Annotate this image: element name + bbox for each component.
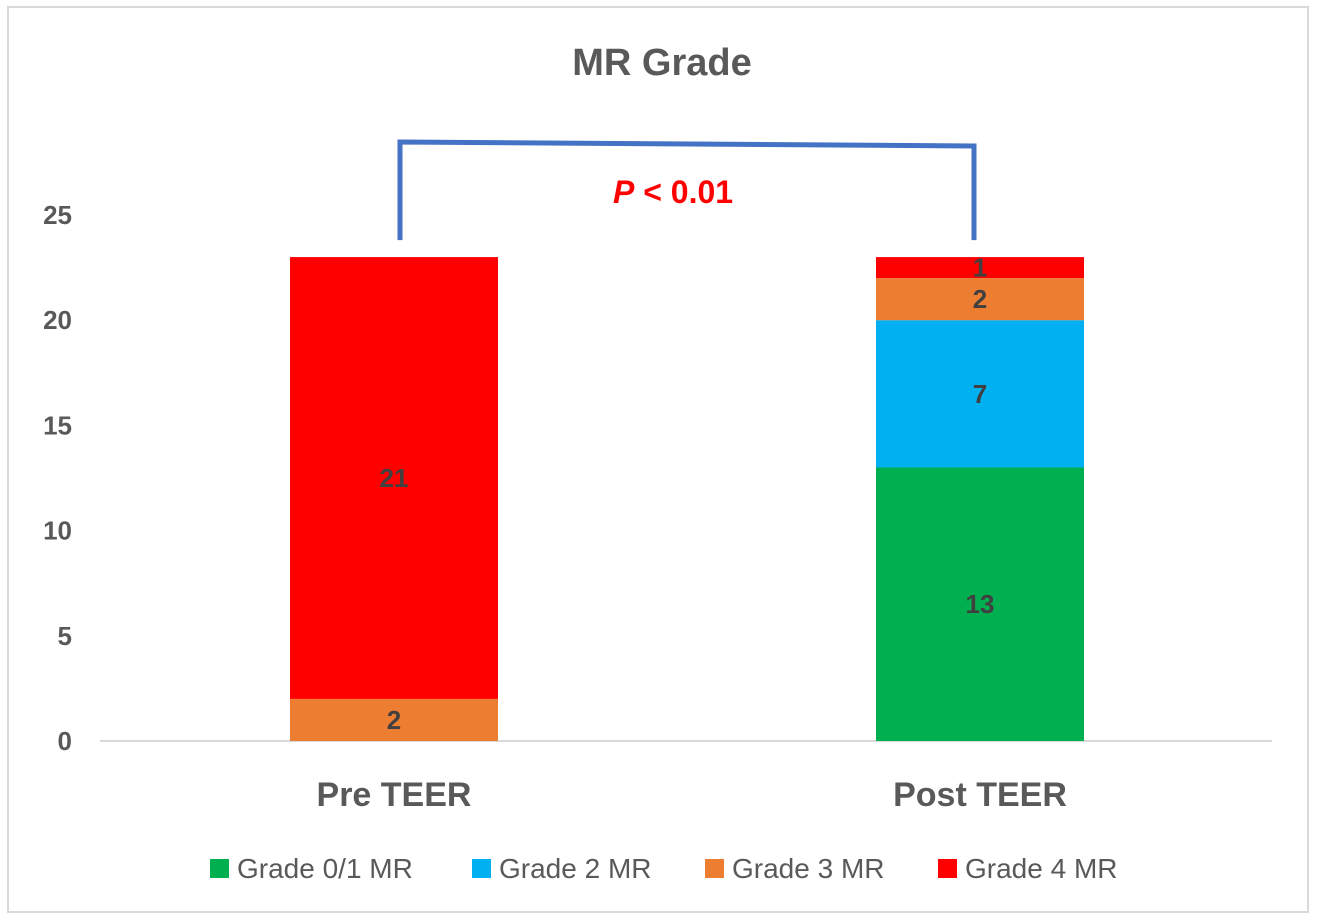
p-value-annotation: P < 0.01: [613, 174, 733, 210]
y-tick-label: 10: [43, 516, 72, 546]
p-value-symbol: P: [613, 174, 635, 210]
data-label: 2: [973, 284, 987, 314]
legend-swatch: [472, 859, 491, 878]
bar-segment: [876, 257, 1084, 279]
y-tick-label: 0: [58, 726, 72, 756]
data-label: 21: [380, 463, 409, 493]
legend-label: Grade 2 MR: [499, 853, 652, 884]
legend: Grade 0/1 MR Grade 2 MR Grade 3 MR Grade 4 …: [210, 853, 1118, 884]
y-tick-label: 15: [43, 410, 72, 440]
legend-label: Grade 4 MR: [965, 853, 1118, 884]
data-label: 1: [973, 253, 987, 283]
p-value-rest: < 0.01: [634, 174, 733, 210]
x-category-label: Post TEER: [893, 776, 1067, 814]
data-label: 7: [973, 379, 987, 409]
data-label: 13: [966, 589, 995, 619]
chart-title: MR Grade: [572, 42, 751, 84]
legend-swatch: [938, 859, 957, 878]
x-category-label: Pre TEER: [317, 776, 472, 814]
y-tick-label: 20: [43, 305, 72, 335]
bar-segment: [876, 278, 1084, 321]
chart-frame: [7, 6, 1309, 913]
bars-group: [290, 257, 1084, 741]
legend-label: Grade 3 MR: [732, 853, 885, 884]
y-tick-label: 5: [58, 621, 72, 651]
data-label: 2: [387, 705, 401, 735]
bar-segment: [290, 698, 498, 741]
bar-segment: [290, 257, 498, 699]
legend-swatch: [210, 859, 229, 878]
bar-segment: [876, 320, 1084, 468]
bar-segment: [876, 467, 1084, 741]
y-axis-ticks: 0 5 10 15 20 25: [43, 200, 72, 756]
y-tick-label: 25: [43, 200, 72, 230]
category-labels-group: Pre TEER Post TEER: [317, 776, 1067, 814]
significance-bracket: [397, 139, 977, 241]
legend-swatch: [705, 859, 724, 878]
legend-label: Grade 0/1 MR: [237, 853, 413, 884]
